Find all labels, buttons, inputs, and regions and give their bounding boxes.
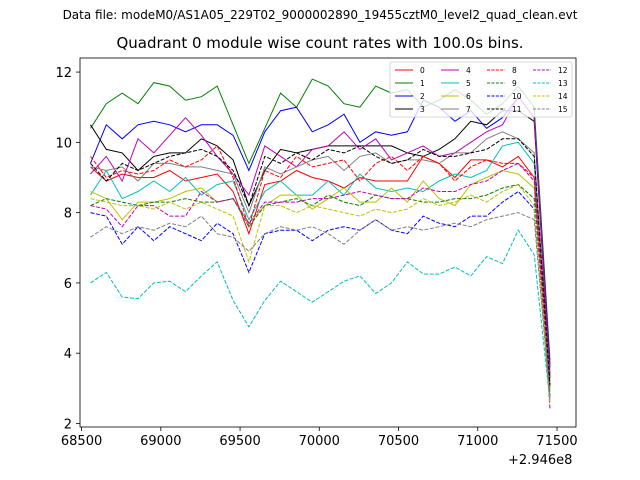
- chart-title: Quadrant 0 module wise count rates with …: [116, 34, 524, 52]
- legend-label-12: 12: [558, 66, 568, 75]
- series-line-7: [90, 131, 551, 385]
- y-tick-label: 12: [55, 66, 72, 81]
- legend-label-11: 11: [512, 105, 522, 114]
- legend-label-13: 13: [558, 79, 568, 88]
- legend-box: [389, 61, 573, 118]
- legend-label-6: 6: [466, 92, 471, 101]
- legend-label-3: 3: [420, 105, 425, 114]
- suptitle: Data file: modeM0/AS1A05_229T02_90000028…: [62, 8, 578, 22]
- legend-label-10: 10: [512, 92, 522, 101]
- x-tick-label: 68500: [61, 434, 102, 449]
- legend-label-0: 0: [420, 66, 425, 75]
- x-offset-label: +2.946e8: [508, 453, 573, 468]
- y-tick-label: 4: [64, 347, 72, 362]
- legend-label-1: 1: [420, 79, 425, 88]
- series-layer: [90, 78, 551, 410]
- series-line-12: [90, 162, 551, 410]
- legend-label-14: 14: [558, 92, 568, 101]
- series-line-0: [90, 155, 551, 364]
- series-line-14: [90, 183, 551, 403]
- legend-label-7: 7: [466, 105, 471, 114]
- series-line-1: [90, 78, 551, 361]
- y-tick-label: 8: [64, 207, 72, 222]
- x-tick-label: 71500: [536, 434, 577, 449]
- plot-frame: [79, 57, 577, 428]
- series-line-11: [90, 138, 551, 385]
- legend-label-4: 4: [466, 66, 471, 75]
- series-line-10: [90, 190, 551, 399]
- series-line-4: [90, 95, 551, 375]
- x-tick-label: 69000: [140, 434, 181, 449]
- legend-label-8: 8: [512, 66, 517, 75]
- x-tick-label: 69500: [219, 434, 260, 449]
- x-tick-label: 70000: [299, 434, 340, 449]
- y-tick-label: 2: [64, 417, 72, 432]
- y-tick-label: 10: [55, 136, 72, 151]
- legend-label-2: 2: [420, 92, 425, 101]
- series-line-15: [90, 212, 551, 399]
- series-line-6: [90, 169, 551, 392]
- x-tick-label: 70500: [378, 434, 419, 449]
- y-tick-label: 6: [64, 277, 72, 292]
- series-line-2: [90, 95, 551, 368]
- legend-label-15: 15: [558, 105, 568, 114]
- legend-label-9: 9: [512, 79, 517, 88]
- x-tick-label: 71000: [457, 434, 498, 449]
- series-line-5: [90, 141, 551, 389]
- series-line-3: [90, 110, 551, 378]
- axes-layer: 68500 69000 69500 70000 70500 71000 71500 2 4 6 8 1…: [55, 57, 578, 449]
- series-line-8: [90, 145, 551, 389]
- series-line-9: [90, 183, 551, 396]
- legend-label-5: 5: [466, 79, 471, 88]
- series-line-13: [90, 229, 551, 403]
